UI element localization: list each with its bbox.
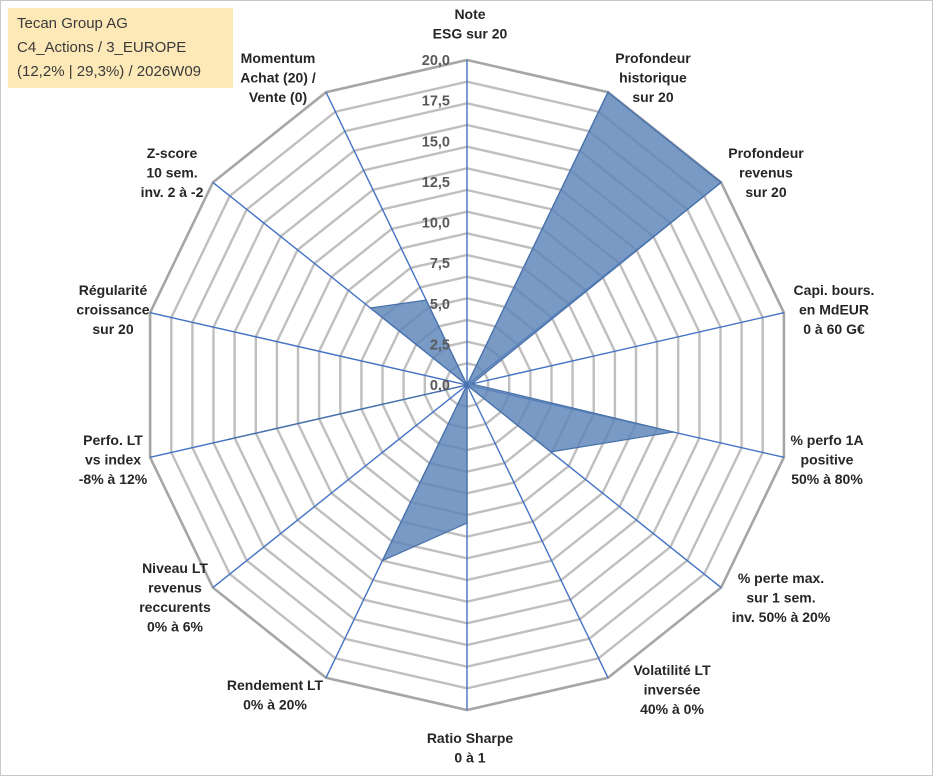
axis-label-line: inv. 50% à 20%	[732, 609, 831, 625]
data-point	[672, 431, 674, 433]
axis-label-line: sur 20	[92, 321, 133, 337]
data-point	[466, 522, 468, 524]
axis-label-line: 50% à 80%	[791, 471, 863, 487]
axis-label-line: Régularité	[79, 282, 148, 298]
axis-label-line: Capi. bours.	[794, 282, 875, 298]
data-point	[607, 91, 609, 94]
axis-label-line: historique	[619, 70, 687, 86]
axis-label: Ratio Sharpe 0 à 1	[427, 730, 514, 766]
axis-label-line: 0% à 6%	[147, 619, 204, 635]
axis-label-line: vs index	[85, 452, 141, 468]
axis-label: % perfo 1A positive 50% à 80%	[790, 432, 863, 487]
axis-label-line: Vente (0)	[249, 89, 307, 105]
axis-label-line: revenus	[148, 580, 202, 596]
axis-label: Note ESG sur 20	[433, 6, 508, 42]
data-point	[720, 181, 722, 184]
axis-label-line: inv. 2 à -2	[141, 184, 204, 200]
axis-spoke	[466, 384, 609, 679]
axis-label: Capi. bours. en MdEUR 0 à 60 G€	[794, 282, 875, 337]
axis-label-line: sur 20	[632, 89, 673, 105]
axis-spoke	[466, 312, 785, 386]
axis-spoke	[212, 384, 468, 589]
stats-week: (12,2% | 29,3%) / 2026W09	[17, 63, 201, 80]
axis-label-line: % perte max.	[738, 570, 824, 586]
portfolio-category: C4_Actions / 3_EUROPE	[17, 39, 187, 56]
axis-label-line: positive	[801, 452, 854, 468]
tick-label: 20,0	[422, 53, 450, 69]
axis-label-line: 40% à 0%	[640, 701, 704, 717]
axis-label: Régularité croissance sur 20	[76, 282, 149, 337]
axis-label-line: Momentum	[241, 50, 316, 66]
axis-label-line: croissance	[76, 302, 149, 318]
axis-label: Volatilité LT inversée 40% à 0%	[633, 662, 711, 717]
tick-label: 5,0	[430, 297, 450, 313]
tick-label: 12,5	[422, 175, 450, 191]
tick-label: 2,5	[430, 337, 450, 353]
stock-info-box: Tecan Group AG C4_Actions / 3_EUROPE (12…	[8, 8, 233, 88]
axis-label-line: inversée	[644, 682, 701, 698]
axis-label-line: Note	[454, 6, 485, 22]
axis-label: % perte max. sur 1 sem. inv. 50% à 20%	[732, 570, 831, 625]
axis-label-line: 0% à 20%	[243, 697, 307, 713]
data-point	[228, 438, 231, 441]
tick-label: 15,0	[422, 134, 450, 150]
axis-label: Profondeur historique sur 20	[615, 50, 691, 105]
axis-label-line: sur 1 sem.	[746, 590, 815, 606]
axis-label-line: 0 à 1	[454, 750, 485, 766]
axis-label-layer: Note ESG sur 20 Profondeur historique sur 20…	[76, 6, 874, 766]
axis-label: Z-score 10 sem. inv. 2 à -2	[141, 145, 204, 200]
axis-label-line: 0 à 60 G€	[803, 321, 865, 337]
data-point	[369, 307, 372, 309]
axis-label-line: Perfo. LT	[83, 432, 143, 448]
axis-label: Perfo. LT vs index -8% à 12%	[79, 432, 148, 487]
data-point	[470, 383, 473, 385]
company-name: Tecan Group AG	[17, 15, 128, 32]
axis-label-line: reccurents	[139, 599, 211, 615]
tick-label-layer: 0,0 2,5 5,0 7,5 10,0 12,5 15,0 17,5 20,0	[422, 53, 450, 394]
axis-label-line: Achat (20) /	[240, 70, 316, 86]
axis-label: Rendement LT 0% à 20%	[227, 677, 324, 713]
data-area-layer	[228, 91, 722, 562]
axis-label: Niveau LT revenus reccurents 0% à 6%	[139, 560, 211, 635]
tick-label: 0,0	[430, 378, 450, 394]
tick-label: 10,0	[422, 216, 450, 232]
axis-label: Momentum Achat (20) / Vente (0)	[240, 50, 316, 105]
axis-label-line: -8% à 12%	[79, 471, 148, 487]
axis-label-line: ESG sur 20	[433, 26, 508, 42]
axis-label-line: 10 sem.	[146, 165, 197, 181]
axis-label-line: Volatilité LT	[633, 662, 711, 678]
data-point	[425, 299, 427, 301]
axis-label-line: Ratio Sharpe	[427, 730, 514, 746]
tick-label: 7,5	[430, 256, 450, 272]
axis-label-line: sur 20	[745, 184, 786, 200]
axis-label-line: Z-score	[147, 145, 198, 161]
axis-label-line: revenus	[739, 165, 793, 181]
axis-label-line: Rendement LT	[227, 677, 324, 693]
axis-label-line: Niveau LT	[142, 560, 208, 576]
axis-label-line: en MdEUR	[799, 302, 869, 318]
axis-spoke	[149, 312, 468, 386]
data-point	[466, 384, 468, 386]
axis-label-line: Profondeur	[615, 50, 691, 66]
data-point	[381, 559, 384, 562]
axis-label-line: Profondeur	[728, 145, 804, 161]
axis-label: Profondeur revenus sur 20	[728, 145, 804, 200]
axis-label-line: % perfo 1A	[790, 432, 863, 448]
tick-label: 17,5	[422, 94, 450, 110]
data-point	[550, 451, 552, 453]
